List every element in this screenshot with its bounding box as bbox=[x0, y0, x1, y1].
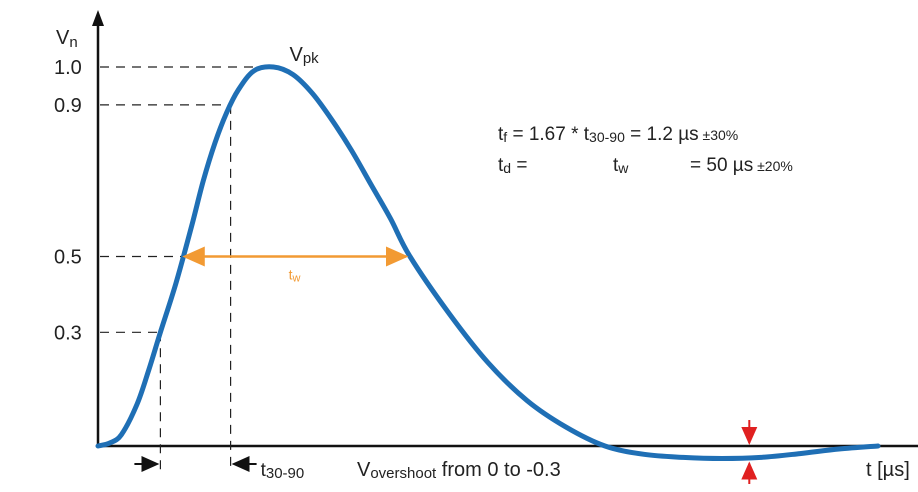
y-tick-label: 0.3 bbox=[54, 322, 82, 344]
y-axis-arrowhead bbox=[92, 10, 104, 26]
formula-duration: td = tw = 50 µs ±20% bbox=[498, 155, 793, 178]
x-axis-label: t [µs] bbox=[866, 459, 910, 481]
time-markers bbox=[159, 104, 232, 472]
y-tick-label: 1.0 bbox=[54, 57, 82, 79]
tw-label: tw bbox=[289, 267, 301, 285]
y-axis-label: Vn bbox=[56, 27, 78, 51]
waveform-line bbox=[95, 64, 881, 462]
formula-rise-time: tf = 1.67 * t30-90 = 1.2 µs ±30% bbox=[498, 124, 738, 145]
peak-label: Vpk bbox=[290, 44, 320, 67]
t30-90-label: t30-90 bbox=[261, 460, 305, 482]
y-tick-label: 0.9 bbox=[54, 95, 82, 117]
y-ticks: 1.0 0.9 0.5 0.3 bbox=[54, 57, 274, 344]
overshoot-label: Vovershoot from 0 to -0.3 bbox=[357, 459, 561, 482]
y-tick-label: 0.5 bbox=[54, 247, 82, 269]
